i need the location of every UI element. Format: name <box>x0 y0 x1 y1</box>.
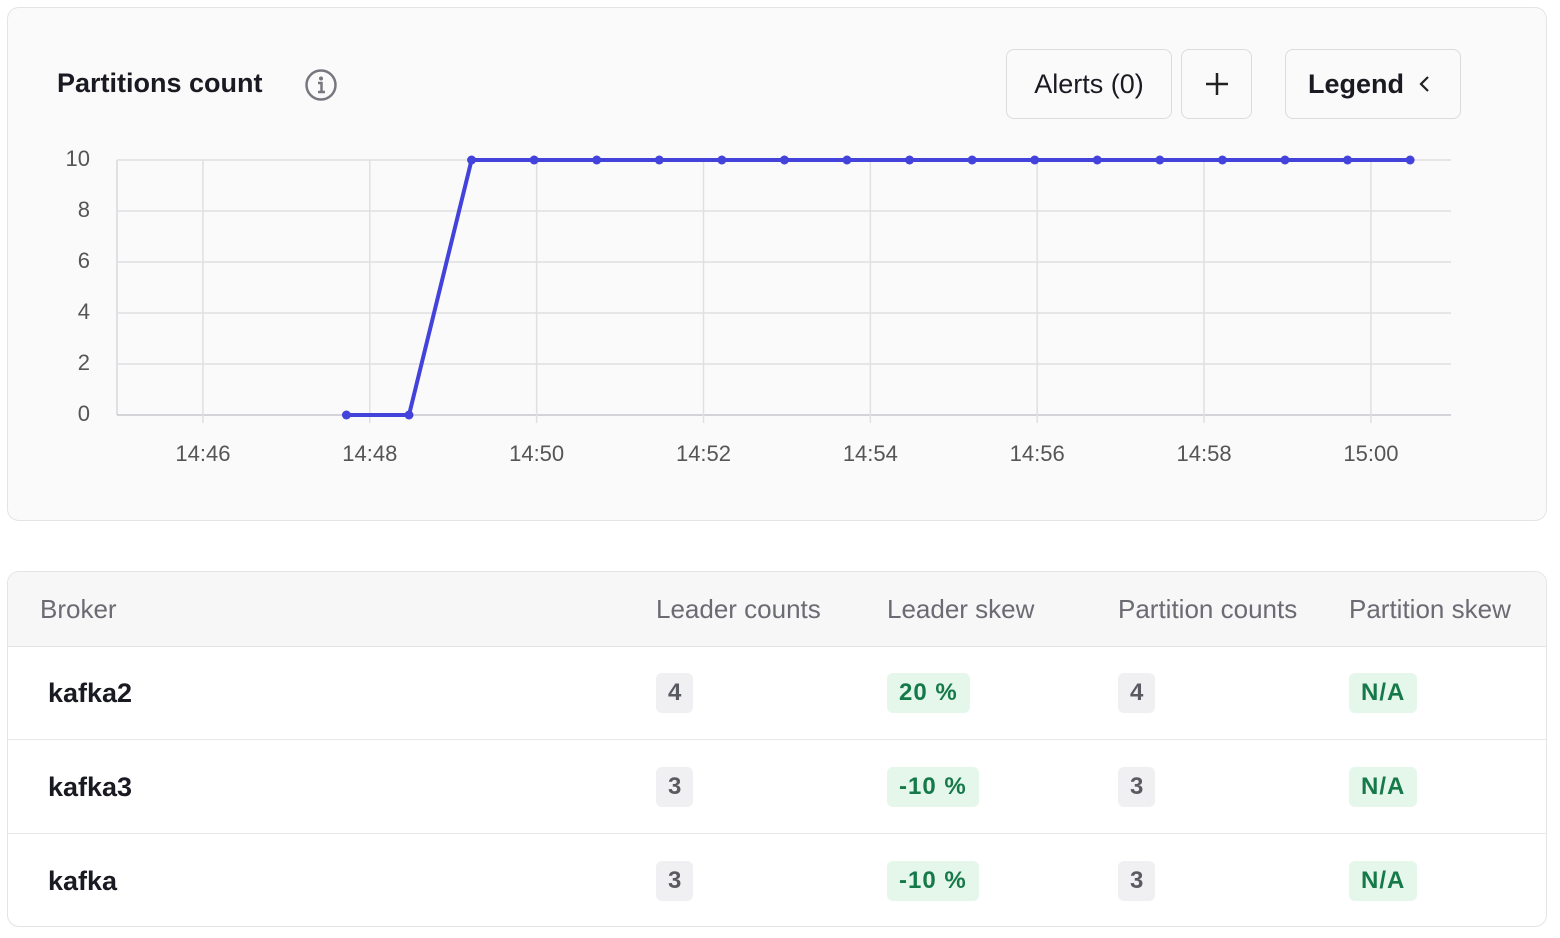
x-tick-label: 14:52 <box>676 441 731 466</box>
plus-icon <box>1205 73 1228 95</box>
y-tick-label: 0 <box>78 401 90 426</box>
point <box>1030 155 1040 165</box>
table-row: kafka2 4 20 % 4 N/A <box>8 646 1546 740</box>
column-header: Partition skew <box>1349 594 1511 624</box>
table-cell: 3 <box>656 740 694 834</box>
legend-button[interactable]: Legend <box>1285 49 1461 119</box>
alerts-button[interactable]: Alerts (0) <box>1006 49 1172 119</box>
x-tick-label: 14:56 <box>1010 441 1065 466</box>
point <box>404 410 414 420</box>
point <box>967 155 977 165</box>
point <box>1280 155 1290 165</box>
table-cell: N/A <box>1349 646 1418 740</box>
table-cell: N/A <box>1349 740 1418 834</box>
broker-name: kafka <box>48 865 118 896</box>
line <box>346 158 1411 417</box>
table-cell: 3 <box>656 834 694 926</box>
add-button[interactable] <box>1181 49 1252 119</box>
x-tick-label: 15:00 <box>1343 441 1398 466</box>
point <box>842 155 852 165</box>
y-tick-label: 8 <box>78 197 90 222</box>
table-row: kafka3 3 -10 % 3 N/A <box>8 740 1546 834</box>
y-tick-label: 6 <box>78 248 90 273</box>
point <box>592 155 602 165</box>
point <box>341 410 351 420</box>
table-cell: 3 <box>1118 834 1156 926</box>
chart-title: Partitions count <box>57 68 263 98</box>
chevron-icon <box>1419 76 1429 92</box>
badge: 4 <box>1118 673 1156 713</box>
point <box>779 155 789 165</box>
table: Broker Leader counts Leader skew Partition … <box>7 571 1547 927</box>
table-header: Broker Leader counts Leader skew Partition … <box>8 572 1546 647</box>
chart: 0 2 4 6 8 10 14:46 14:48 14:50 14:52 14:54 14:56 14:… <box>66 146 1451 466</box>
column-header: Broker <box>40 594 117 624</box>
badge: 3 <box>656 767 694 807</box>
x-tick-label: 14:46 <box>175 441 230 466</box>
table-row: kafka 3 -10 % 3 N/A <box>8 834 1546 926</box>
point <box>1405 155 1415 165</box>
table-cell: kafka2 <box>48 646 132 740</box>
table-cell: 3 <box>1118 740 1156 834</box>
badge: 3 <box>1118 767 1156 807</box>
badge: -10 % <box>887 861 979 901</box>
badge: -10 % <box>887 767 979 807</box>
table-cell: 4 <box>1118 646 1156 740</box>
point <box>717 155 727 165</box>
column-header: Leader skew <box>887 594 1035 624</box>
point <box>654 155 664 165</box>
y-tick-label: 10 <box>66 146 90 171</box>
y-tick-label: 4 <box>78 299 90 324</box>
x-tick-label: 14:58 <box>1177 441 1232 466</box>
point <box>1217 155 1227 165</box>
alerts-label: Alerts (0) <box>1034 68 1144 99</box>
info-icon[interactable] <box>304 68 338 102</box>
table-cell: 4 <box>656 646 694 740</box>
table-cell: 20 % <box>887 646 970 740</box>
x-tick-label: 14:48 <box>342 441 397 466</box>
column-header: Partition counts <box>1118 594 1298 624</box>
table-cell: N/A <box>1349 834 1418 926</box>
y-tick-label: 2 <box>78 350 90 375</box>
column-header: Leader counts <box>656 594 821 624</box>
x-tick-label: 14:54 <box>843 441 898 466</box>
table-cell: -10 % <box>887 834 979 926</box>
badge: N/A <box>1349 673 1418 713</box>
table-cell: kafka <box>48 834 118 926</box>
chart-card: Partitions count Alerts (0) Legend <box>7 7 1547 521</box>
point <box>467 155 477 165</box>
legend-label: Legend <box>1307 68 1404 99</box>
badge: 20 % <box>887 673 970 713</box>
table-cell: -10 % <box>887 740 979 834</box>
point <box>1155 155 1165 165</box>
point <box>1343 155 1353 165</box>
point <box>529 155 539 165</box>
point <box>1092 155 1102 165</box>
badge: 3 <box>1118 861 1156 901</box>
badge: N/A <box>1349 861 1418 901</box>
badge: N/A <box>1349 767 1418 807</box>
broker-name: kafka2 <box>48 677 133 708</box>
x-tick-label: 14:50 <box>509 441 564 466</box>
table-cell: kafka3 <box>48 740 132 834</box>
badge: 3 <box>656 861 694 901</box>
badge: 4 <box>656 673 694 713</box>
broker-name: kafka3 <box>48 771 133 802</box>
point <box>905 155 915 165</box>
